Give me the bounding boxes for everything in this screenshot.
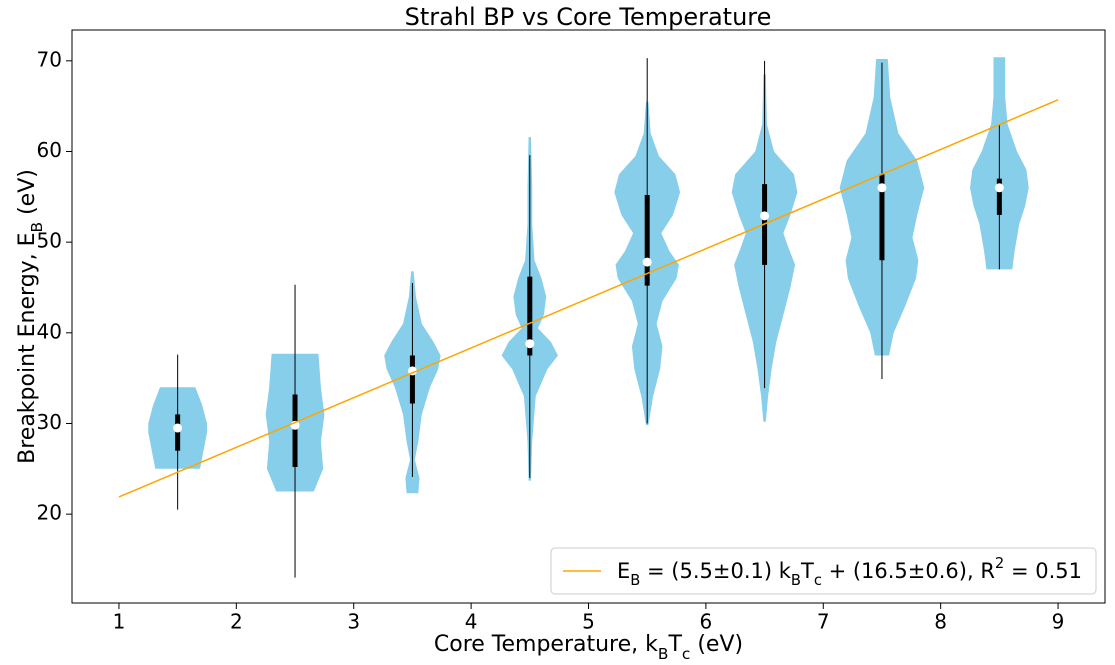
text-part: B [630,572,640,589]
median [877,183,887,193]
x-tick-label: 7 [817,610,830,634]
text-part: c [814,572,822,589]
y-tick-label: 50 [37,229,62,253]
x-tick-label: 8 [934,610,947,634]
fit-line [118,99,1059,498]
x-tick-label: 3 [347,610,360,634]
median [525,339,535,349]
x-tick-label: 2 [230,610,243,634]
x-tick-label: 6 [700,610,713,634]
legend-box [550,547,1097,595]
text-part: E [617,559,630,583]
text-part: (eV) [15,169,40,222]
chart-title: Strahl BP vs Core Temperature [405,3,772,31]
y-tick-label: 40 [37,319,62,343]
x-axis-label: Core Temperature, kBTc (eV) [434,632,743,663]
text-part: T [800,559,814,583]
x-tick-label: 5 [582,610,595,634]
text-part: = 0.51 [1004,559,1082,583]
text-part: B [28,222,46,233]
text-part: (eV) [690,632,743,657]
text-part: Breakpoint Energy, E [15,232,40,463]
median [642,257,652,267]
y-tick-label: 30 [37,410,62,434]
x-tick-label: 9 [1052,610,1065,634]
text-part: = (5.5±0.1) k [640,559,791,583]
y-tick-label: 60 [37,138,62,162]
text-part: T [667,632,682,657]
y-tick-label: 70 [37,47,62,71]
text-part: B [791,572,801,589]
median [994,183,1004,193]
text-part: B [658,645,669,663]
legend-text: EB = (5.5±0.1) kBTc + (16.5±0.6), R2 = 0… [617,555,1082,589]
y-tick-label: 20 [37,501,62,525]
median [760,211,770,221]
x-tick-label: 4 [465,610,478,634]
legend: EB = (5.5±0.1) kBTc + (16.5±0.6), R2 = 0… [550,547,1097,595]
y-axis-label: Breakpoint Energy, EB (eV) [15,169,46,464]
median [173,423,183,433]
text-part: c [682,645,690,663]
x-tick-label: 1 [113,610,126,634]
text-part: + (16.5±0.6), R [822,559,995,583]
text-part: Core Temperature, k [434,632,658,657]
text-part: 2 [995,555,1004,572]
